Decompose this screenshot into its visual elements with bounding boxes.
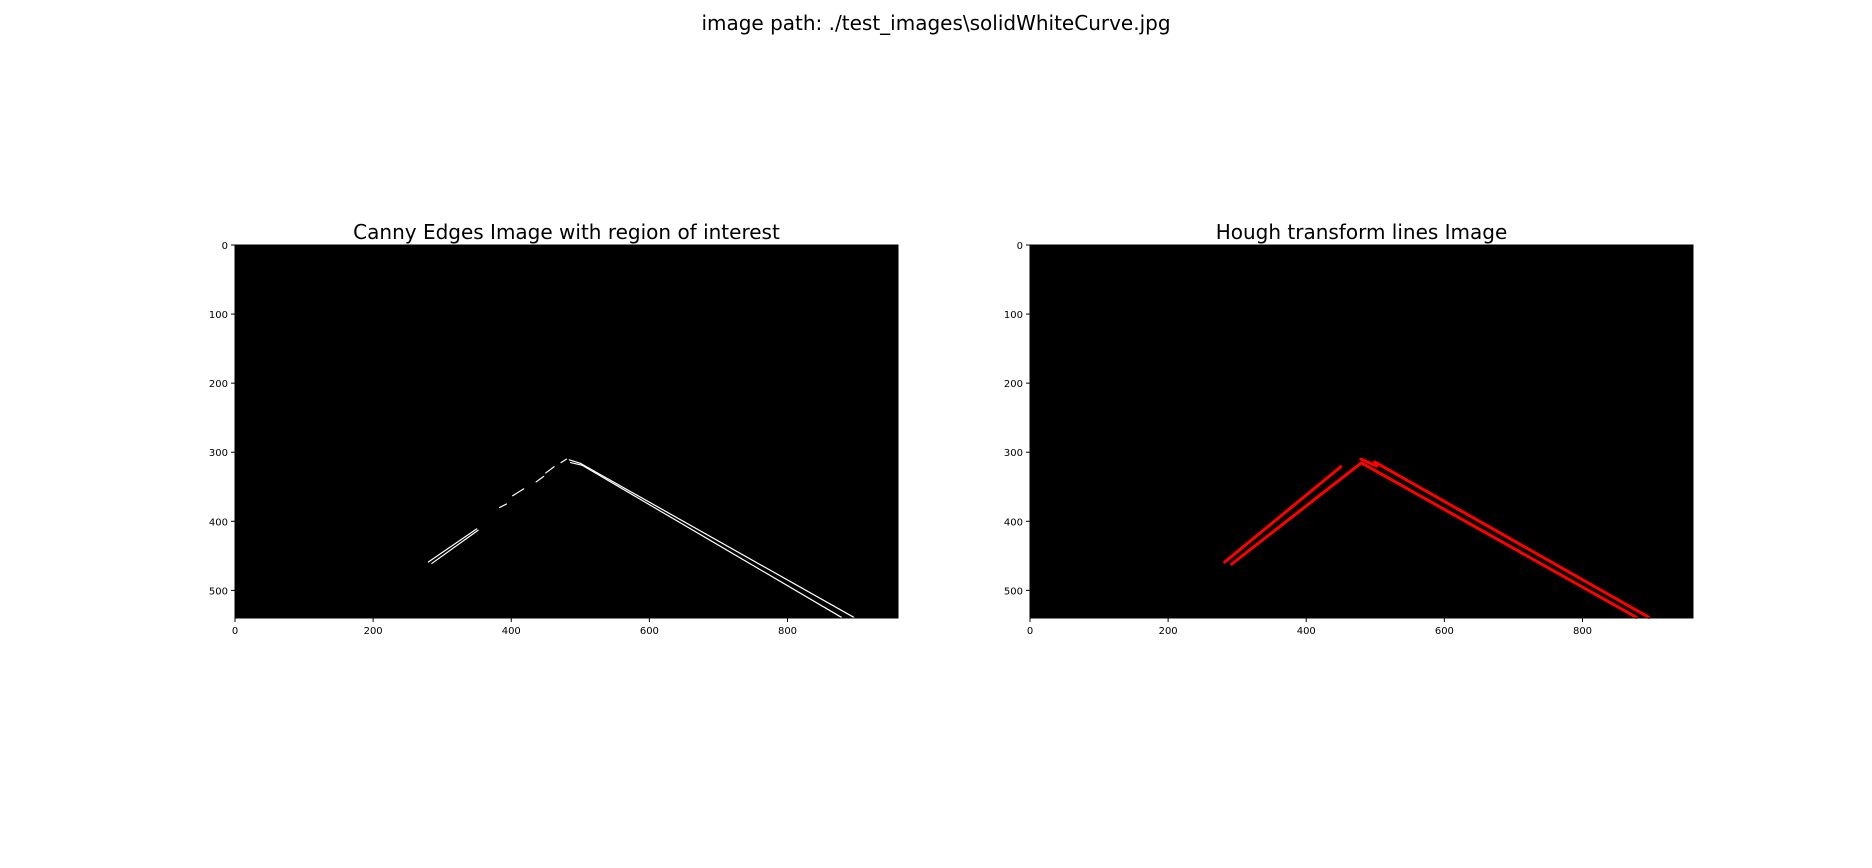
y-tick-label: 0 [222, 241, 228, 252]
line-segment [1230, 461, 1363, 566]
x-tick-label: 800 [778, 626, 797, 637]
x-tick-label: 400 [1297, 626, 1316, 637]
x-tick-label: 800 [1573, 626, 1592, 637]
x-tick-label: 0 [1027, 626, 1033, 637]
y-tick-label: 500 [209, 586, 228, 597]
line-segment [545, 466, 555, 474]
y-tick-label: 0 [1017, 241, 1023, 252]
panel-1: 0 200 400 600 800 0 100 200 300 400 500 Canny Edges… [209, 220, 899, 637]
figure-title: image path: ./test_images\solidWhiteCurv… [701, 11, 1171, 35]
line-segment [581, 464, 842, 618]
panel-title: Canny Edges Image with region of interes… [353, 220, 780, 244]
y-tick-label: 400 [209, 517, 228, 528]
y-tick-label: 200 [209, 379, 228, 390]
y-tick-label: 300 [209, 448, 228, 459]
line-segment [568, 459, 581, 464]
y-tick-label: 100 [1004, 310, 1023, 321]
line-segment [1360, 461, 1638, 619]
line-segment [512, 488, 525, 497]
x-tick-label: 600 [640, 626, 659, 637]
x-tick-label: 200 [1159, 626, 1178, 637]
line-segment [535, 475, 545, 483]
panel-2: 0 200 400 600 800 0 100 200 300 400 500 Hough trans… [1004, 220, 1694, 637]
line-segment [427, 528, 478, 563]
line-segment [1373, 460, 1651, 619]
line-segment [570, 461, 583, 466]
y-tick-label: 400 [1004, 517, 1023, 528]
y-tick-label: 300 [1004, 448, 1023, 459]
y-tick-label: 200 [1004, 379, 1023, 390]
image-area [1030, 245, 1693, 618]
y-tick-label: 100 [209, 310, 228, 321]
x-tick-label: 600 [1435, 626, 1454, 637]
line-segment [498, 503, 508, 509]
x-tick-label: 400 [502, 626, 521, 637]
line-segment [579, 462, 855, 618]
axes-frame [234, 244, 899, 619]
y-tick-label: 500 [1004, 586, 1023, 597]
image-area [235, 245, 898, 618]
line-segment [1223, 465, 1343, 564]
line-segment [431, 529, 479, 565]
line-segment [560, 458, 568, 464]
panel-title: Hough transform lines Image [1216, 220, 1508, 244]
line-segment [1359, 457, 1379, 468]
axes-frame [1029, 244, 1694, 619]
x-tick-label: 0 [232, 626, 238, 637]
x-tick-label: 200 [364, 626, 383, 637]
